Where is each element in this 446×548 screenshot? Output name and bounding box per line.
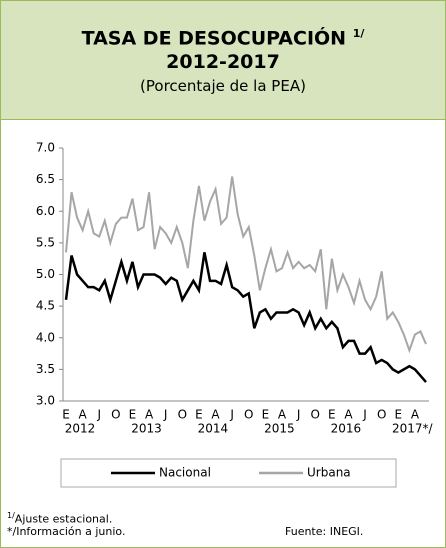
x-tick-label: O — [244, 408, 253, 422]
footnote-text: Información a junio. — [16, 525, 126, 538]
year-label: 2016 — [331, 422, 362, 436]
y-tick-label: 5.5 — [36, 235, 55, 249]
x-tick-label: E — [129, 408, 137, 422]
footnote-marker: */ — [7, 525, 17, 538]
title-superscript: 1/ — [352, 27, 365, 40]
y-tick-label: 4.0 — [36, 330, 55, 344]
x-tick-label: A — [79, 408, 88, 422]
x-tick-label: E — [262, 408, 270, 422]
footnote-text: Ajuste estacional. — [14, 512, 113, 526]
x-tick-label: A — [145, 408, 154, 422]
year-label: 2013 — [131, 422, 162, 436]
subtitle: 2012-2017 — [166, 51, 280, 74]
footnote: */Información a junio. — [7, 525, 125, 538]
y-tick-label: 3.0 — [36, 394, 55, 408]
y-tick-label: 6.5 — [36, 172, 55, 186]
source: Fuente: INEGI. — [285, 525, 364, 538]
x-tick-label: J — [163, 408, 168, 422]
x-tick-label: J — [229, 408, 234, 422]
header: TASA DE DESOCUPACIÓN 1/ 2012-2017 (Porce… — [1, 1, 445, 120]
x-tick-label: J — [96, 408, 101, 422]
series-line — [65, 176, 427, 354]
x-tick-label: O — [111, 408, 120, 422]
y-tick-label: 3.5 — [36, 362, 55, 376]
legend-label: Urbana — [307, 466, 351, 480]
x-tick-label: O — [178, 408, 187, 422]
year-label: 2017*/ — [392, 422, 434, 436]
year-label: 2012 — [65, 422, 96, 436]
x-tick-label: A — [211, 408, 220, 422]
title-line: TASA DE DESOCUPACIÓN 1/ — [1, 27, 445, 49]
year-label: 2015 — [264, 422, 295, 436]
x-tick-label: A — [278, 408, 287, 422]
y-tick-label: 4.5 — [36, 299, 55, 313]
y-tick-label: 6.0 — [36, 204, 55, 218]
x-tick-label: E — [395, 408, 403, 422]
y-tick-label: 5.0 — [36, 267, 55, 281]
series-line — [64, 252, 427, 383]
x-tick-label: J — [296, 408, 301, 422]
x-tick-label: A — [411, 408, 420, 422]
legend-label: Nacional — [159, 466, 211, 480]
x-tick-label: O — [311, 408, 320, 422]
year-label: 2014 — [198, 422, 229, 436]
footnote-marker: 1/ — [7, 511, 15, 520]
chart-title: TASA DE DESOCUPACIÓN — [81, 27, 347, 50]
footnote: 1/Ajuste estacional. — [7, 511, 112, 526]
x-tick-label: E — [62, 408, 70, 422]
y-tick-label: 7.0 — [36, 141, 55, 155]
x-tick-label: E — [195, 408, 203, 422]
x-tick-label: A — [344, 408, 353, 422]
x-tick-label: E — [328, 408, 336, 422]
x-tick-label: J — [362, 408, 367, 422]
unit-note: (Porcentaje de la PEA) — [140, 77, 306, 96]
x-tick-label: O — [377, 408, 386, 422]
